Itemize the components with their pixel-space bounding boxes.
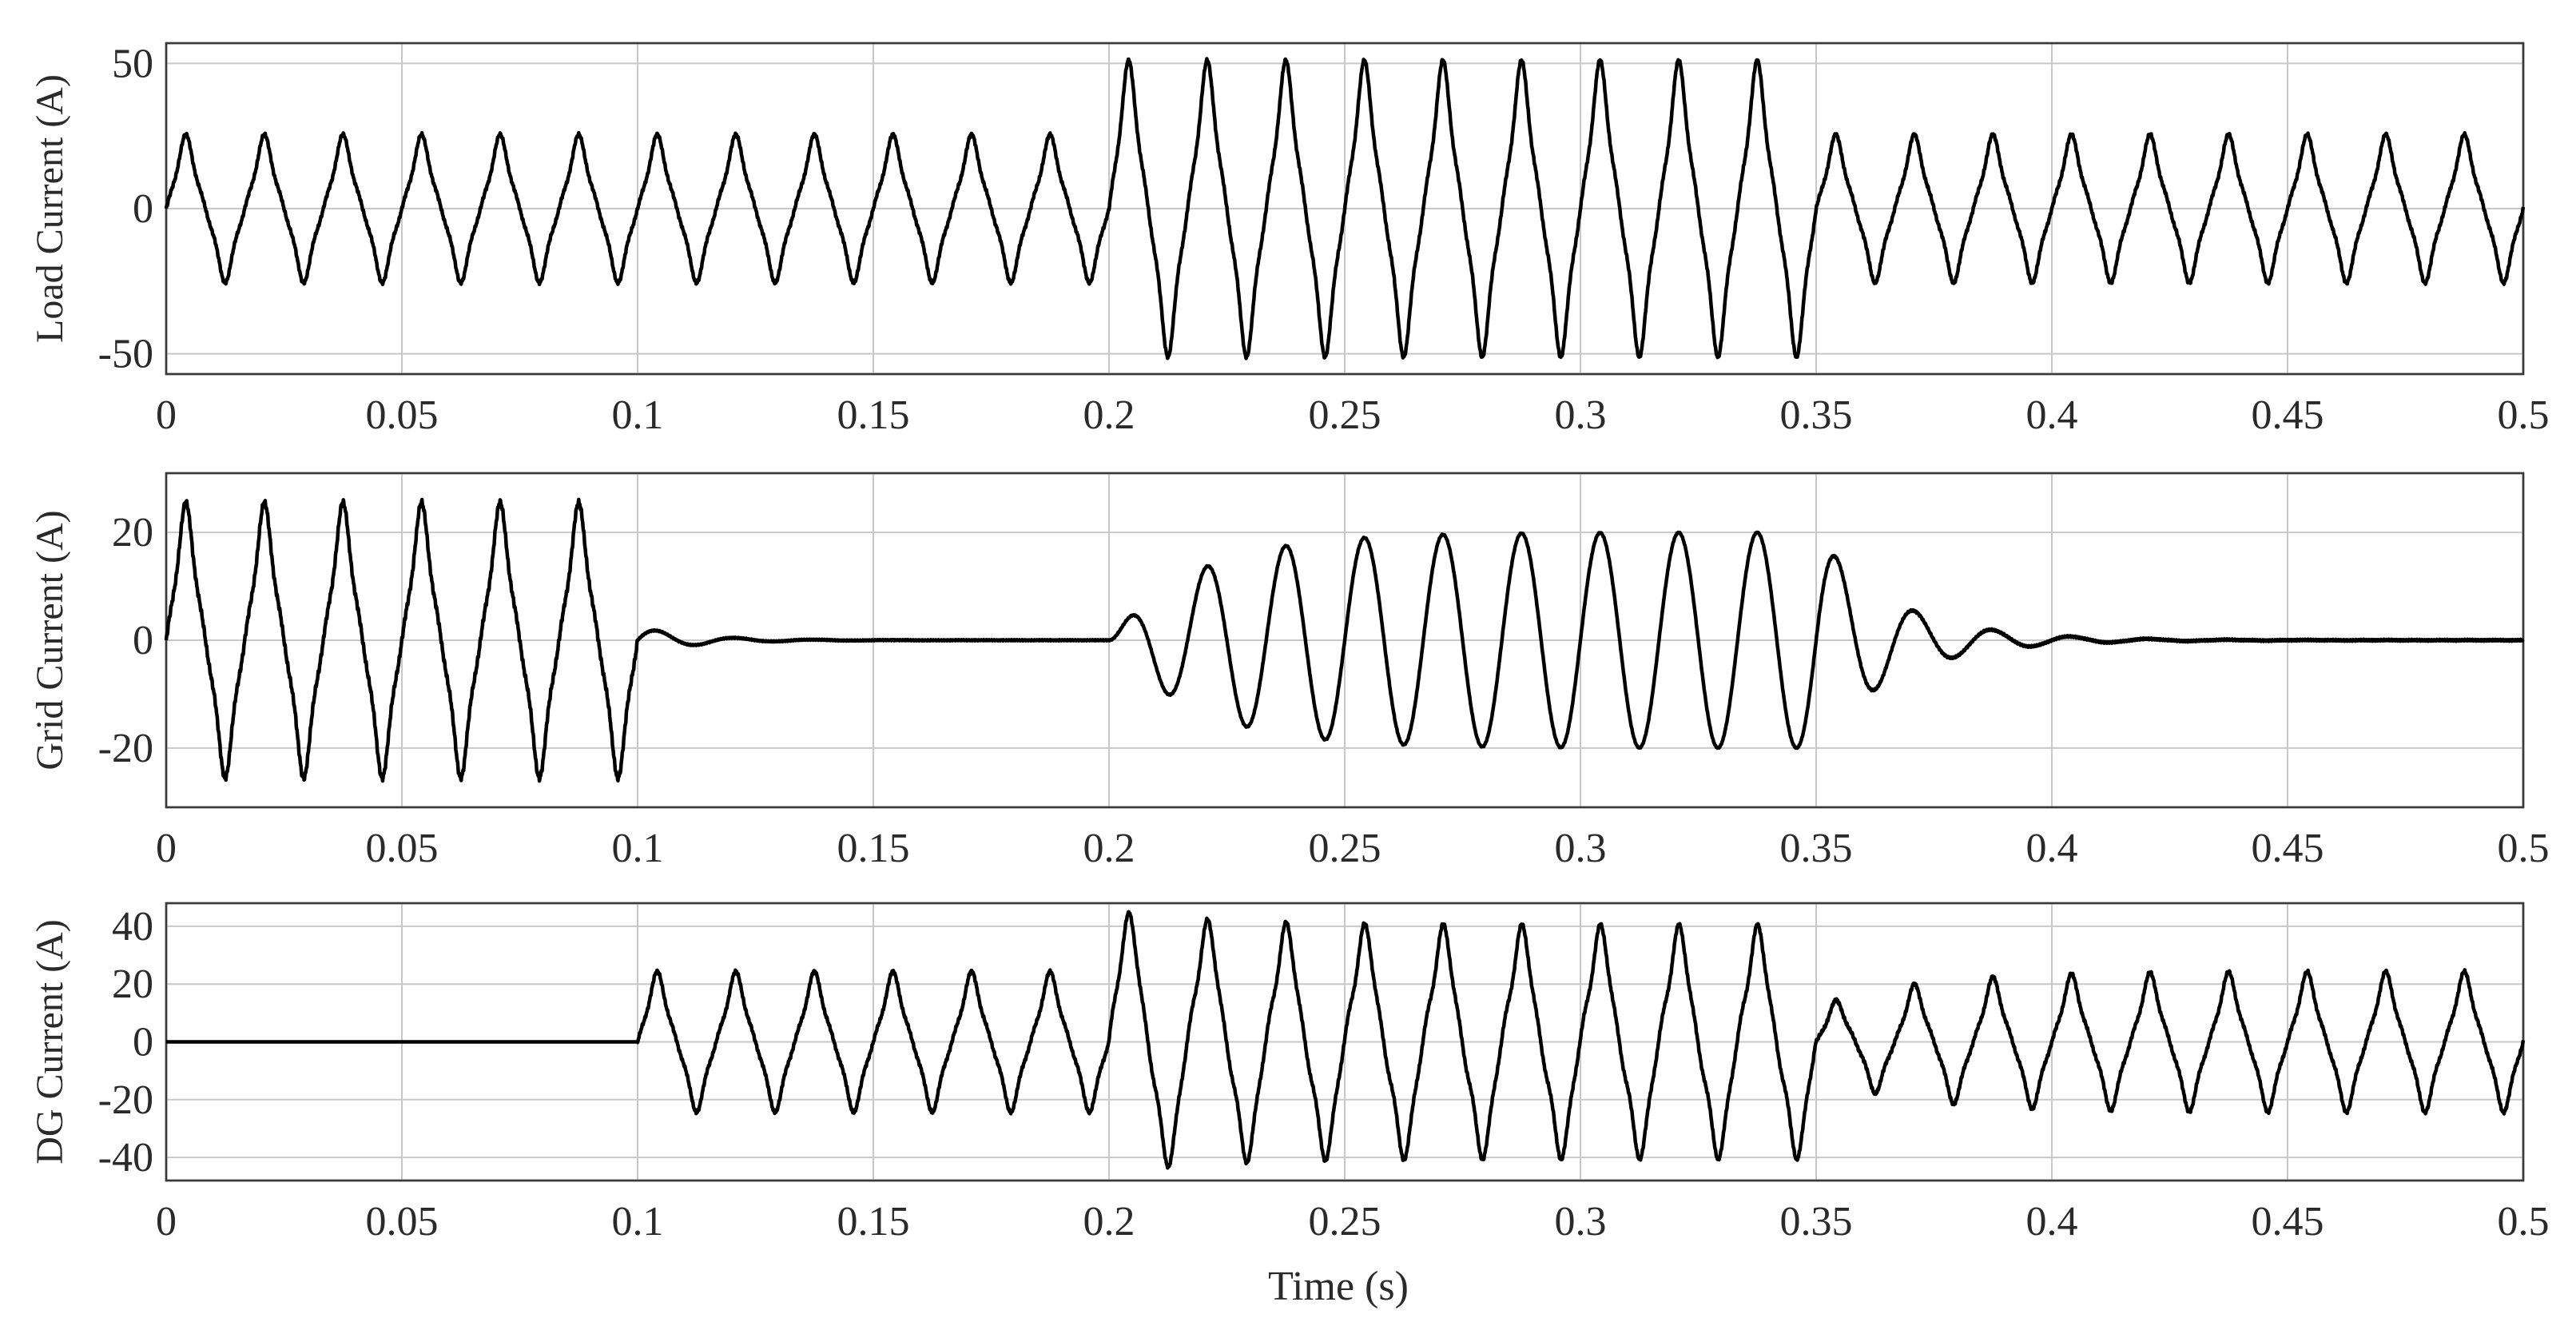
grid-current-x-tick-label: 0.3 xyxy=(1555,826,1607,871)
dg-current-x-tick-label: 0.5 xyxy=(2498,1199,2550,1244)
panel-dg-current: 0 0.05 0.1 0.15 0.2 0.25 0.3 0.35 0.4 0.45 0.5 -40 -… xyxy=(29,902,2550,1244)
panel-grid-current: 0 0.05 0.1 0.15 0.2 0.25 0.3 0.35 0.4 0.45 0.5 -20 0… xyxy=(29,472,2550,871)
grid-current-x-tick-label: 0.05 xyxy=(366,826,439,871)
grid-current-y-axis-label: Grid Current (A) xyxy=(29,510,71,770)
dg-current-x-tick-label: 0.25 xyxy=(1309,1199,1381,1244)
panel-load-current: 0 0.05 0.1 0.15 0.2 0.25 0.3 0.35 0.4 0.45 0.5-500… xyxy=(29,41,2550,438)
grid-current-y-tick-label: -20 xyxy=(98,726,153,771)
load-current-x-tick-label: 0.1 xyxy=(612,392,664,438)
dg-current-y-tick-label: -40 xyxy=(98,1135,153,1181)
load-current-x-tick-label: 0 xyxy=(156,392,177,438)
dg-current-y-tick-label: -20 xyxy=(98,1077,153,1123)
grid-current-x-tick-label: 0.4 xyxy=(2026,826,2078,871)
load-current-x-tick-label: 0.3 xyxy=(1555,392,1607,438)
x-axis-label: Time (s) xyxy=(1268,1264,1409,1309)
dg-current-y-tick-label: 20 xyxy=(112,962,153,1007)
grid-current-x-tick-label: 0 xyxy=(156,826,177,871)
load-current-y-axis-label: Load Current (A) xyxy=(29,74,71,343)
grid-current-x-tick-label: 0.2 xyxy=(1083,826,1135,871)
dg-current-x-tick-label: 0.3 xyxy=(1555,1199,1607,1244)
dg-current-x-tick-label: 0.05 xyxy=(366,1199,439,1244)
load-current-x-tick-label: 0.15 xyxy=(837,392,910,438)
load-current-x-tick-label: 0.05 xyxy=(366,392,439,438)
load-current-y-tick-label: 50 xyxy=(112,41,153,86)
load-current-x-tick-label: 0.4 xyxy=(2026,392,2078,438)
dg-current-x-tick-label: 0 xyxy=(156,1199,177,1244)
grid-current-x-tick-label: 0.5 xyxy=(2498,826,2550,871)
dg-current-series-line xyxy=(165,910,2526,1170)
grid-current-y-tick-label: 20 xyxy=(112,510,153,555)
load-current-y-tick-label: 0 xyxy=(133,186,153,232)
dg-current-x-tick-label: 0.35 xyxy=(1780,1199,1853,1244)
dg-current-x-tick-label: 0.45 xyxy=(2252,1199,2324,1244)
grid-current-x-tick-label: 0.25 xyxy=(1309,826,1381,871)
grid-current-x-tick-label: 0.1 xyxy=(612,826,664,871)
grid-current-y-tick-label: 0 xyxy=(133,618,153,663)
load-current-x-tick-label: 0.2 xyxy=(1083,392,1135,438)
dg-current-y-tick-label: 40 xyxy=(112,904,153,950)
load-current-x-tick-label: 0.45 xyxy=(2252,392,2324,438)
dg-current-x-tick-label: 0.15 xyxy=(837,1199,910,1244)
grid-current-x-tick-label: 0.45 xyxy=(2252,826,2324,871)
load-current-x-tick-label: 0.35 xyxy=(1780,392,1853,438)
dg-current-x-tick-label: 0.4 xyxy=(2026,1199,2078,1244)
load-current-x-tick-label: 0.5 xyxy=(2498,392,2550,438)
load-current-y-tick-label: -50 xyxy=(98,332,153,377)
grid-current-x-tick-label: 0.35 xyxy=(1780,826,1853,871)
dg-current-x-tick-label: 0.1 xyxy=(612,1199,664,1244)
dg-current-x-tick-label: 0.2 xyxy=(1083,1199,1135,1244)
dg-current-y-axis-label: DG Current (A) xyxy=(29,919,71,1165)
dg-current-y-tick-label: 0 xyxy=(133,1020,153,1065)
load-current-series-line xyxy=(164,57,2526,360)
grid-current-series-line xyxy=(164,497,2525,783)
grid-current-x-tick-label: 0.15 xyxy=(837,826,910,871)
load-current-x-tick-label: 0.25 xyxy=(1309,392,1381,438)
